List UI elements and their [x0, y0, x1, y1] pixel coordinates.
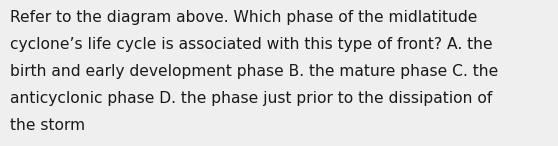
Text: anticyclonic phase D. the phase just prior to the dissipation of: anticyclonic phase D. the phase just pri…	[10, 91, 492, 106]
Text: birth and early development phase B. the mature phase C. the: birth and early development phase B. the…	[10, 64, 498, 79]
Text: Refer to the diagram above. Which phase of the midlatitude: Refer to the diagram above. Which phase …	[10, 10, 478, 25]
Text: cyclone’s life cycle is associated with this type of front? A. the: cyclone’s life cycle is associated with …	[10, 37, 493, 52]
Text: the storm: the storm	[10, 118, 85, 133]
